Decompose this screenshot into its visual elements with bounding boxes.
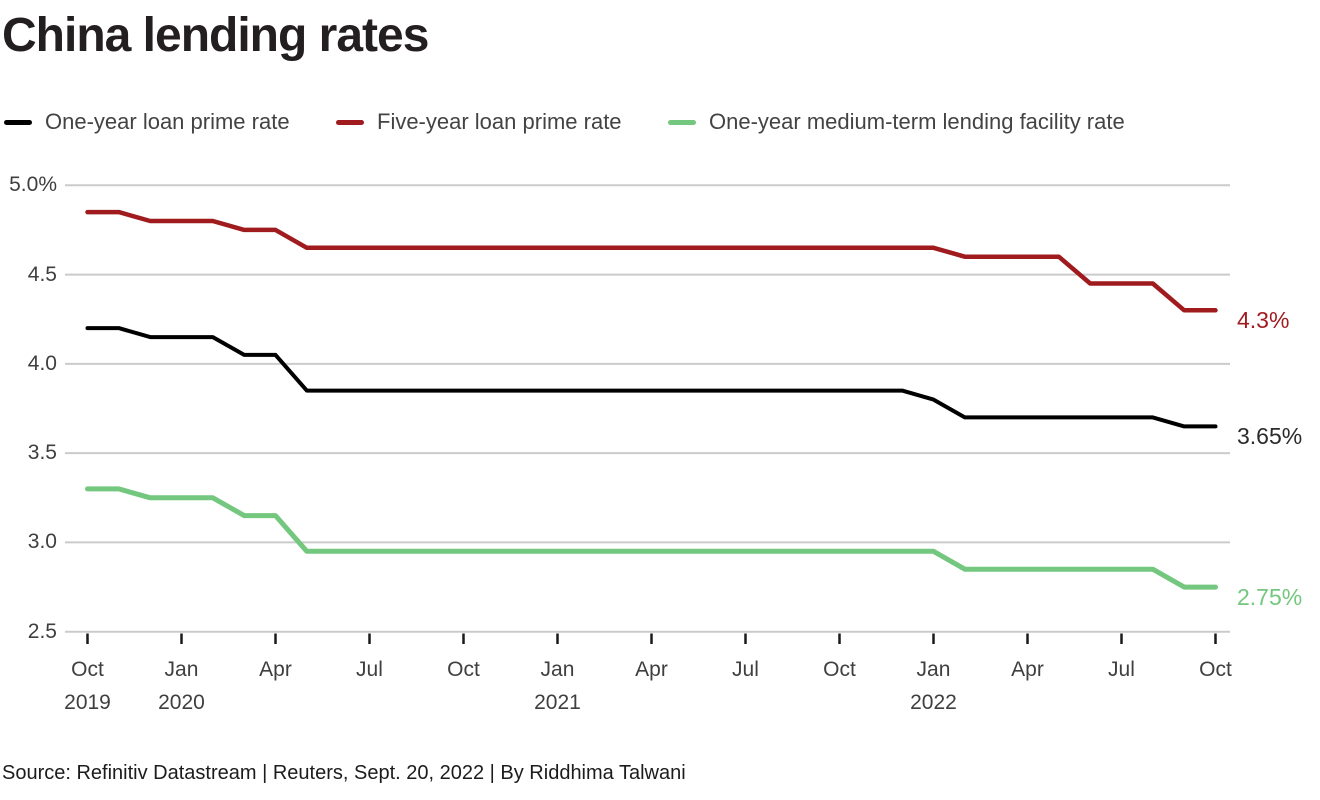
x-axis-month-label: Jul (1108, 658, 1135, 681)
x-axis-month-label: Oct (823, 658, 856, 681)
end-label-five-year-loan-prime-rate: 4.3% (1237, 307, 1290, 334)
y-axis-label: 5.0% (9, 173, 57, 197)
legend-item-one-year-loan-prime-rate: One-year loan prime rate (4, 108, 290, 136)
y-axis-label: 3.0 (27, 530, 57, 554)
end-label-one-year-loan-prime-rate: 3.65% (1237, 423, 1303, 450)
x-axis-month-label: Apr (635, 658, 668, 681)
y-axis-label: 4.5 (27, 262, 57, 286)
y-axis-label: 4.0 (27, 351, 57, 375)
x-axis-year-label: 2019 (64, 691, 111, 714)
series-line-five-year-loan-prime-rate (85, 209, 1218, 313)
x-axis-year-label: 2022 (910, 691, 957, 714)
x-axis-month-label: Oct (447, 658, 480, 681)
x-axis-month-label: Jan (916, 658, 951, 681)
x-axis-month-label: Jan (540, 658, 575, 681)
x-axis-month-label: Jul (356, 658, 383, 681)
source-attribution: Source: Refinitiv Datastream | Reuters, … (2, 762, 686, 784)
x-axis-month-label: Apr (259, 658, 292, 681)
series-line-one-year-loan-prime-rate (85, 326, 1218, 429)
x-axis-month-label: Oct (1199, 658, 1232, 681)
x-axis-month-label: Apr (1011, 658, 1044, 681)
x-axis-month-label: Oct (71, 658, 104, 681)
x-axis-year-label: 2021 (534, 691, 581, 714)
x-axis-month-label: Jul (732, 658, 759, 681)
legend-item-five-year-loan-prime-rate: Five-year loan prime rate (336, 108, 622, 136)
x-axis-year-label: 2020 (158, 691, 205, 714)
legend-item-mlf-rate: One-year medium-term lending facility ra… (668, 108, 1125, 136)
y-axis-label: 3.5 (27, 441, 57, 465)
legend-label-one-year-loan-prime-rate: One-year loan prime rate (45, 109, 290, 134)
legend-swatch-five-year-loan-prime-rate (336, 119, 364, 125)
end-label-one-year-medium-term-lending-facility-rate: 2.75% (1237, 584, 1303, 611)
y-axis-label: 2.5 (27, 619, 57, 643)
x-axis-month-label: Jan (164, 658, 199, 681)
legend-swatch-one-year-loan-prime-rate (4, 119, 32, 125)
chart-title: China lending rates (2, 9, 429, 62)
legend-swatch-mlf-rate (668, 119, 696, 125)
legend-label-mlf-rate: One-year medium-term lending facility ra… (709, 109, 1125, 134)
legend-label-five-year-loan-prime-rate: Five-year loan prime rate (377, 109, 622, 134)
series-line-one-year-medium-term-lending-facility-rate (85, 486, 1218, 590)
